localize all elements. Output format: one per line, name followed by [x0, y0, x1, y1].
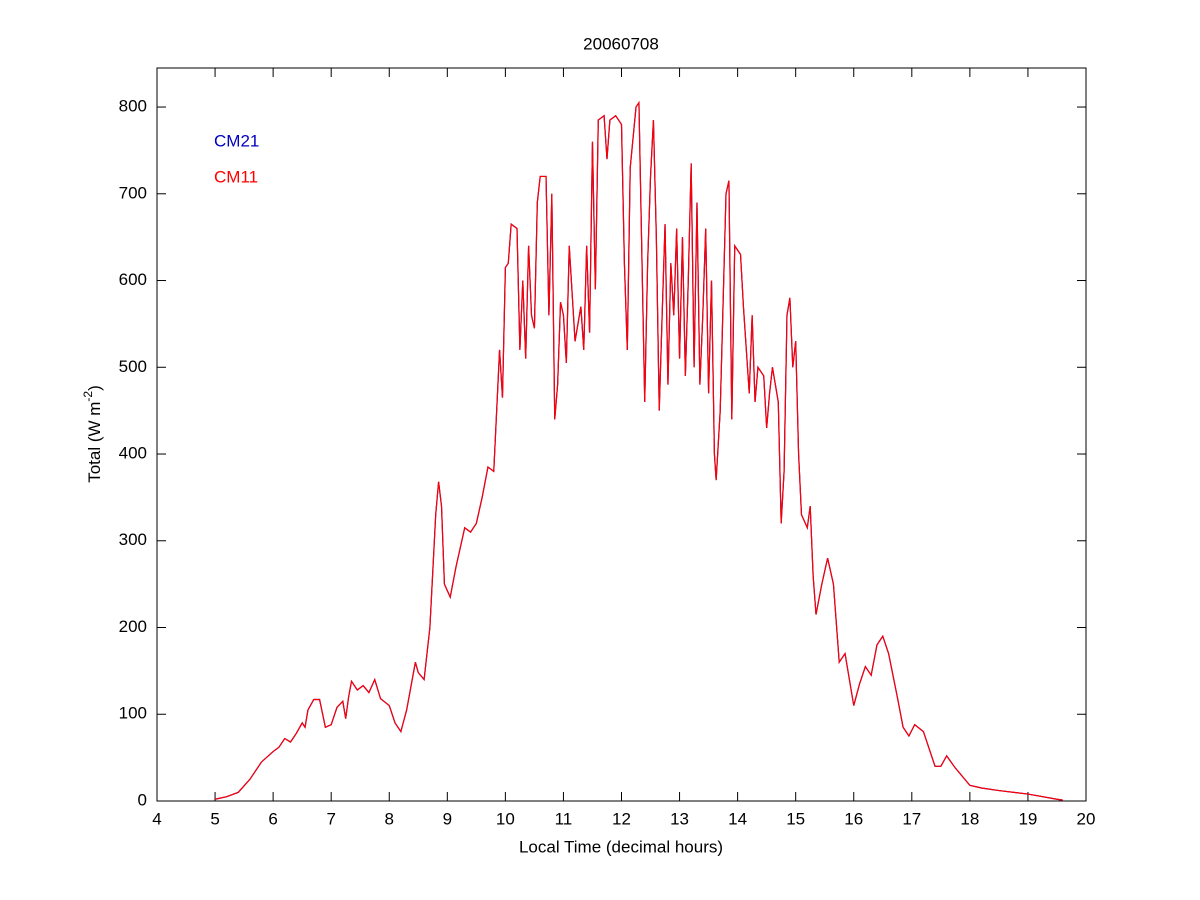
x-tick-label: 15	[786, 809, 805, 828]
chart-title: 20060708	[583, 34, 659, 53]
x-tick-label: 4	[152, 809, 161, 828]
x-tick-label: 13	[670, 809, 689, 828]
x-axis-label: Local Time (decimal hours)	[519, 837, 723, 856]
x-tick-label: 10	[496, 809, 515, 828]
x-tick-label: 18	[960, 809, 979, 828]
y-tick-label: 500	[119, 357, 147, 376]
y-tick-label: 800	[119, 97, 147, 116]
y-tick-label: 300	[119, 530, 147, 549]
x-tick-label: 14	[728, 809, 747, 828]
x-tick-label: 19	[1018, 809, 1037, 828]
y-tick-label: 200	[119, 617, 147, 636]
line-series	[214, 100, 1063, 801]
legend-entry: CM21	[214, 131, 259, 150]
x-tick-label: 20	[1077, 809, 1096, 828]
y-tick-label: 600	[119, 270, 147, 289]
line-series	[214, 100, 1063, 801]
x-tick-label: 8	[385, 809, 394, 828]
axes-box	[156, 67, 1087, 802]
x-tick-label: 11	[555, 809, 573, 828]
y-tick-label: 100	[119, 704, 147, 723]
y-tick-label: 0	[138, 790, 147, 809]
y-axis-label-sup: -2	[81, 391, 95, 402]
y-axis-label-text: Total (W m	[85, 402, 104, 483]
legend-entry: CM11	[214, 167, 258, 186]
x-tick-label: 9	[443, 809, 452, 828]
x-tick-label: 16	[844, 809, 863, 828]
x-tick-label: 5	[210, 809, 219, 828]
y-axis-label: Total (W m-2)	[81, 385, 104, 483]
y-tick-label: 400	[119, 444, 147, 463]
x-tick-label: 17	[902, 809, 921, 828]
x-tick-label: 6	[268, 809, 277, 828]
x-tick-label: 7	[326, 809, 335, 828]
y-axis-label-suffix: )	[85, 385, 104, 391]
x-tick-label: 12	[612, 809, 631, 828]
y-tick-label: 700	[119, 183, 147, 202]
